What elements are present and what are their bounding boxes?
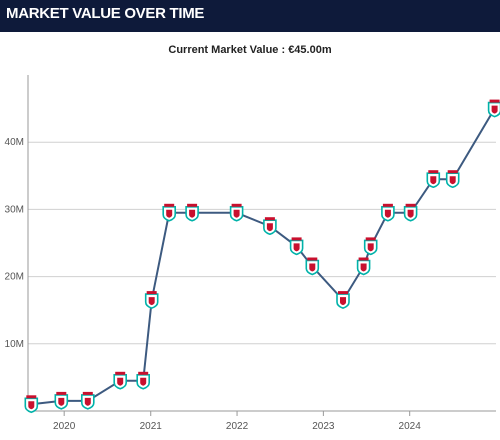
crest-top-band: [291, 237, 302, 241]
crest-top-band: [358, 257, 369, 261]
crest-top-band: [115, 371, 126, 375]
crest-bird: [449, 176, 456, 185]
data-point-crest-marker: [113, 371, 127, 390]
current-market-value: Current Market Value : €45.00m: [168, 44, 332, 56]
crest-bird: [189, 209, 196, 218]
crest-top-band: [231, 203, 242, 207]
data-point-crest-marker: [356, 257, 371, 276]
y-tick-label: 30M: [5, 204, 24, 215]
crest-bird: [360, 263, 367, 272]
crest-bird: [148, 297, 155, 306]
data-point-crest-marker: [81, 391, 95, 410]
crest-top-band: [365, 237, 376, 241]
data-point-crest-marker: [426, 170, 441, 189]
data-point-crest-marker: [185, 203, 199, 222]
y-tick-label: 10M: [5, 339, 24, 350]
data-point-crest-marker: [54, 391, 69, 410]
crest-top-band: [146, 291, 157, 295]
x-tick-label: 2023: [312, 421, 335, 432]
y-tick-label: 40M: [5, 137, 24, 148]
crest-top-band: [187, 203, 198, 207]
crest-top-band: [56, 391, 67, 395]
crest-top-band: [338, 291, 348, 295]
crest-top-band: [447, 170, 458, 174]
crest-bird: [140, 377, 147, 386]
crest-bird: [58, 397, 65, 406]
crest-bird: [28, 401, 35, 410]
crest-bird: [384, 209, 391, 218]
crest-top-band: [428, 170, 439, 174]
y-tick-label: 20M: [5, 272, 24, 283]
section-title: MARKET VALUE OVER TIME: [6, 5, 205, 22]
data-point-crest-marker: [487, 99, 500, 118]
data-point-crest-marker: [381, 203, 395, 222]
data-point-crest-marker: [229, 203, 244, 222]
data-point-crest-marker: [144, 291, 159, 309]
crest-bird: [233, 209, 240, 218]
crest-bird: [117, 377, 124, 386]
crest-bird: [340, 297, 346, 306]
x-tick-label: 2021: [140, 421, 163, 432]
crest-bird: [430, 176, 437, 185]
crest-top-band: [264, 217, 275, 221]
crest-bird: [166, 209, 173, 218]
x-tick-label: 2020: [53, 421, 76, 432]
crest-top-band: [164, 203, 175, 207]
crest-top-band: [138, 371, 149, 375]
crest-top-band: [382, 203, 393, 207]
crest-bird: [309, 263, 316, 272]
series-line: [31, 108, 496, 406]
data-point-crest-marker: [403, 203, 418, 222]
data-point-crest-marker: [289, 237, 304, 256]
crest-top-band: [489, 99, 500, 103]
crest-top-band: [82, 391, 93, 395]
data-point-crest-marker: [162, 203, 176, 222]
x-tick-label: 2024: [399, 421, 422, 432]
data-point-crest-marker: [24, 395, 39, 414]
crest-top-band: [26, 395, 37, 399]
header-bar: MARKET VALUE OVER TIME: [0, 0, 500, 32]
crest-bird: [266, 223, 273, 232]
data-point-crest-marker: [336, 291, 350, 309]
crest-bird: [367, 243, 374, 252]
data-point-crest-marker: [445, 170, 460, 189]
crest-bird: [491, 105, 498, 114]
data-point-crest-marker: [363, 237, 378, 256]
crest-top-band: [307, 257, 318, 261]
data-point-crest-marker: [136, 371, 150, 390]
crest-top-band: [405, 203, 416, 207]
crest-bird: [84, 397, 91, 406]
data-point-crest-marker: [305, 257, 320, 276]
data-point-crest-marker: [263, 217, 277, 236]
crest-bird: [293, 243, 300, 252]
x-tick-label: 2022: [226, 421, 249, 432]
crest-bird: [407, 209, 414, 218]
